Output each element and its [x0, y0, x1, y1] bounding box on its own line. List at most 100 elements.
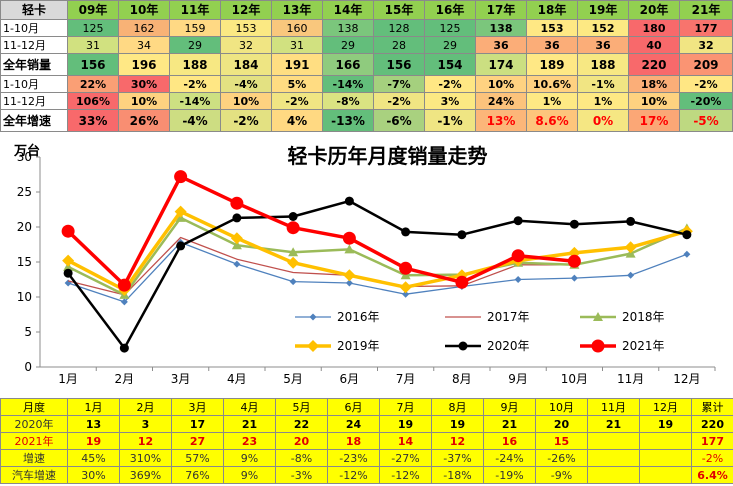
monthly-cell: 45%: [67, 449, 120, 467]
summary-cell: 29: [424, 36, 476, 54]
monthly-cell: -2%: [691, 449, 733, 467]
legend-marker: [591, 339, 605, 353]
series-point-2020年: [63, 268, 73, 278]
x-tick-label: 1月: [58, 372, 78, 386]
monthly-row-label: 2021年: [0, 432, 68, 450]
monthly-cell: 12: [431, 432, 484, 450]
series-point-2021年: [286, 221, 300, 235]
summary-cell: 26%: [118, 109, 170, 132]
legend-label: 2016年: [337, 310, 380, 324]
monthly-cell: 9%: [223, 449, 276, 467]
summary-cell: 156: [373, 53, 425, 76]
summary-row-label: 1-10月: [0, 19, 68, 37]
summary-year-header: 15年: [373, 0, 425, 20]
summary-cell: 17%: [628, 109, 680, 132]
series-point-2020年: [401, 227, 411, 237]
monthly-cell: 369%: [119, 466, 172, 484]
monthly-cell: 76%: [171, 466, 224, 484]
series-point-2020年: [176, 241, 186, 251]
legend-marker: [458, 341, 468, 351]
summary-cell: 10%: [118, 92, 170, 110]
series-point-2019年: [62, 254, 75, 267]
summary-cell: 36: [577, 36, 629, 54]
summary-cell: 191: [271, 53, 323, 76]
summary-cell: 1%: [526, 92, 578, 110]
summary-cell: 188: [577, 53, 629, 76]
series-point-2019年: [174, 205, 187, 218]
monthly-cell: 24: [327, 415, 380, 433]
series-point-2021年: [399, 261, 413, 275]
series-point-2021年: [567, 254, 581, 268]
monthly-row: 2020年 13 3 17 21 22 24 19 19 21 20 21 19 220: [0, 415, 733, 433]
summary-cell: -4%: [169, 109, 221, 132]
summary-cell: 36: [526, 36, 578, 54]
summary-row-label: 11-12月: [0, 92, 68, 110]
legend-marker: [593, 312, 603, 321]
summary-cell: 18%: [628, 75, 680, 93]
series-point-2016年: [514, 276, 522, 283]
summary-cell: 4%: [271, 109, 323, 132]
summary-header-row: 轻卡 09年 10年 11年 12年 13年 14年 15年 16年 17年 18年 19年 20年 21…: [0, 0, 733, 20]
series-point-2016年: [289, 278, 297, 286]
series-point-2020年: [119, 343, 129, 353]
summary-cell: 166: [322, 53, 374, 76]
monthly-header-cell: 9月: [483, 398, 536, 416]
monthly-header-cell: 10月: [535, 398, 588, 416]
monthly-cell: 220: [691, 415, 733, 433]
summary-cell: 31: [67, 36, 119, 54]
summary-cell: 1%: [577, 92, 629, 110]
legend-marker: [307, 340, 319, 352]
monthly-cell: -12%: [379, 466, 432, 484]
series-point-2016年: [683, 250, 691, 258]
series-point-2021年: [511, 249, 525, 263]
monthly-cell: 6.4%: [691, 466, 733, 484]
summary-cell: 32: [220, 36, 272, 54]
x-tick-label: 11月: [617, 372, 644, 386]
summary-year-header: 09年: [67, 0, 119, 20]
summary-year-header: 18年: [526, 0, 578, 20]
monthly-cell: -26%: [535, 449, 588, 467]
monthly-cell: [587, 449, 640, 467]
summary-cell: -2%: [220, 109, 272, 132]
monthly-cell: 177: [691, 432, 733, 450]
series-point-2021年: [342, 231, 356, 245]
summary-cell: 138: [475, 19, 527, 37]
summary-cell: 22%: [67, 75, 119, 93]
monthly-row: 2021年 19 12 27 23 20 18 14 12 16 15 177: [0, 432, 733, 450]
y-axis-label: 万台: [13, 143, 40, 159]
series-point-2021年: [61, 224, 75, 238]
monthly-cell: [587, 466, 640, 484]
summary-cell: -8%: [322, 92, 374, 110]
x-tick-label: 12月: [673, 372, 700, 386]
monthly-cell: 19: [379, 415, 432, 433]
series-point-2020年: [569, 219, 579, 229]
series-point-2018年: [288, 247, 299, 257]
summary-cell: 159: [169, 19, 221, 37]
y-tick-label: 10: [17, 290, 32, 304]
summary-year-header: 10年: [118, 0, 170, 20]
monthly-cell: 15: [535, 432, 588, 450]
monthly-cell: 9%: [223, 466, 276, 484]
summary-year-header: 11年: [169, 0, 221, 20]
summary-cell: 196: [118, 53, 170, 76]
monthly-cell: 21: [587, 415, 640, 433]
summary-cell: 220: [628, 53, 680, 76]
summary-cell: 28: [373, 36, 425, 54]
summary-year-header: 21年: [679, 0, 733, 20]
monthly-cell: -27%: [379, 449, 432, 467]
summary-row: 1-10月 125 162 159 153 160 138 128 125 138 153 152 18…: [0, 19, 733, 37]
summary-cell: 10.6%: [526, 75, 578, 93]
monthly-cell: -8%: [275, 449, 328, 467]
monthly-cell: 19: [431, 415, 484, 433]
summary-cell: 177: [679, 19, 733, 37]
series-line-2016年: [67, 241, 688, 303]
summary-cell: -4%: [220, 75, 272, 93]
series-point-2021年: [174, 170, 188, 184]
summary-cell: -2%: [373, 92, 425, 110]
summary-year-header: 12年: [220, 0, 272, 20]
summary-row: 11-12月 106% 10% -14% 10% -2% -8% -2% 3% 24% 1% 1% 10…: [0, 92, 733, 110]
series-point-2020年: [344, 196, 354, 206]
summary-cell: 30%: [118, 75, 170, 93]
y-tick-label: 25: [17, 185, 32, 199]
monthly-cell: -24%: [483, 449, 536, 467]
